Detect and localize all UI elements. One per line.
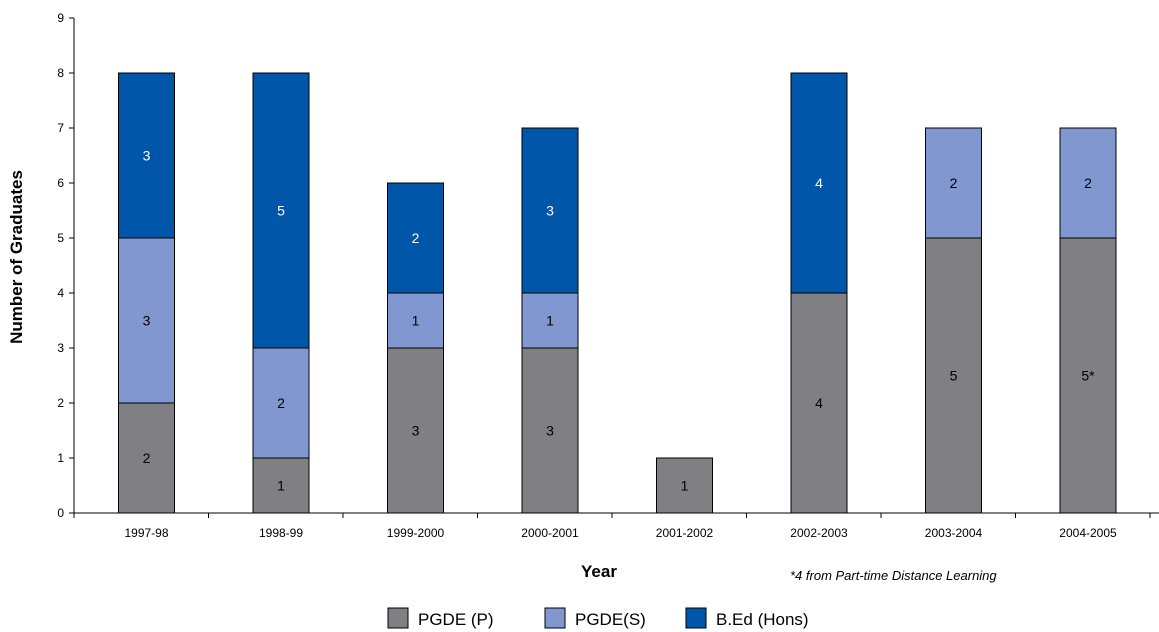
bar-segment (118, 72, 175, 239)
legend-label: PGDE(S) (575, 610, 646, 629)
data-label: 1 (277, 478, 285, 494)
bar-segment (252, 347, 310, 459)
legend-swatch (387, 607, 409, 629)
data-label: 3 (143, 313, 151, 329)
bar-segment (118, 402, 175, 514)
x-tick-label: 2000-2001 (521, 526, 579, 540)
bar-segment (252, 72, 310, 349)
bar-segment (521, 347, 579, 514)
bar-segment (925, 237, 982, 514)
bar-segment (1059, 237, 1117, 514)
y-axis-title: Number of Graduates (7, 170, 26, 344)
bar-segment (387, 182, 444, 294)
bar-segment (521, 127, 579, 294)
data-label: 5 (277, 203, 285, 219)
y-tick-label: 9 (57, 11, 64, 25)
data-label: 1 (681, 478, 689, 494)
bar-segment (387, 347, 444, 514)
y-tick-label: 3 (57, 341, 64, 355)
bar-segment (656, 457, 713, 514)
x-tick-label: 2002-2003 (790, 526, 848, 540)
data-label: 2 (277, 395, 285, 411)
x-tick-label: 1997-98 (124, 526, 168, 540)
data-label: 5 (950, 368, 958, 384)
x-tick-label: 2001-2002 (656, 526, 714, 540)
y-tick-label: 4 (57, 286, 64, 300)
data-label: 3 (412, 423, 420, 439)
bar-segment (1059, 127, 1117, 239)
y-tick-label: 8 (57, 66, 64, 80)
legend-label: PGDE (P) (418, 610, 494, 629)
x-tick-label: 2004-2005 (1059, 526, 1117, 540)
bar-segment (790, 72, 848, 294)
x-tick-label: 1998-99 (259, 526, 303, 540)
data-label: 3 (546, 203, 554, 219)
y-tick-label: 1 (57, 451, 64, 465)
x-tick-label: 1999-2000 (387, 526, 445, 540)
data-label: 4 (815, 175, 823, 191)
data-label: 2 (950, 175, 958, 191)
data-label: 3 (546, 423, 554, 439)
y-tick-label: 5 (57, 231, 64, 245)
legend-swatch (544, 607, 566, 629)
y-tick-label: 7 (57, 121, 64, 135)
x-axis: 1997-98 1998-99 1999-2000 2000-2001 2001-200… (73, 512, 1159, 540)
data-label: 1 (546, 313, 554, 329)
bar-segment (790, 292, 848, 514)
bar-segment (118, 237, 175, 404)
data-label: 2 (412, 230, 420, 246)
legend-label: B.Ed (Hons) (716, 610, 809, 629)
x-tick-label: 2003-2004 (925, 526, 983, 540)
data-label: 2 (143, 450, 151, 466)
data-label: 5* (1081, 368, 1095, 384)
y-tick-label: 0 (57, 506, 64, 520)
data-label: 1 (412, 313, 420, 329)
data-label: 3 (143, 148, 151, 164)
x-axis-title: Year (581, 562, 617, 581)
footnote: *4 from Part-time Distance Learning (790, 568, 997, 583)
data-label: 4 (815, 395, 823, 411)
bars: 2 3 3 1 2 5 3 1 2 3 1 3 1 4 4 5 2 5* 2 (118, 72, 1117, 514)
data-label: 2 (1084, 175, 1092, 191)
bar-segment (925, 127, 982, 239)
y-axis: 0 1 2 3 4 5 6 7 8 9 (57, 11, 75, 520)
y-tick-label: 6 (57, 176, 64, 190)
legend-swatch (685, 607, 707, 629)
bar-segment (387, 292, 444, 349)
legend: PGDE (P) PGDE(S) B.Ed (Hons) (387, 607, 809, 629)
y-tick-label: 2 (57, 396, 64, 410)
